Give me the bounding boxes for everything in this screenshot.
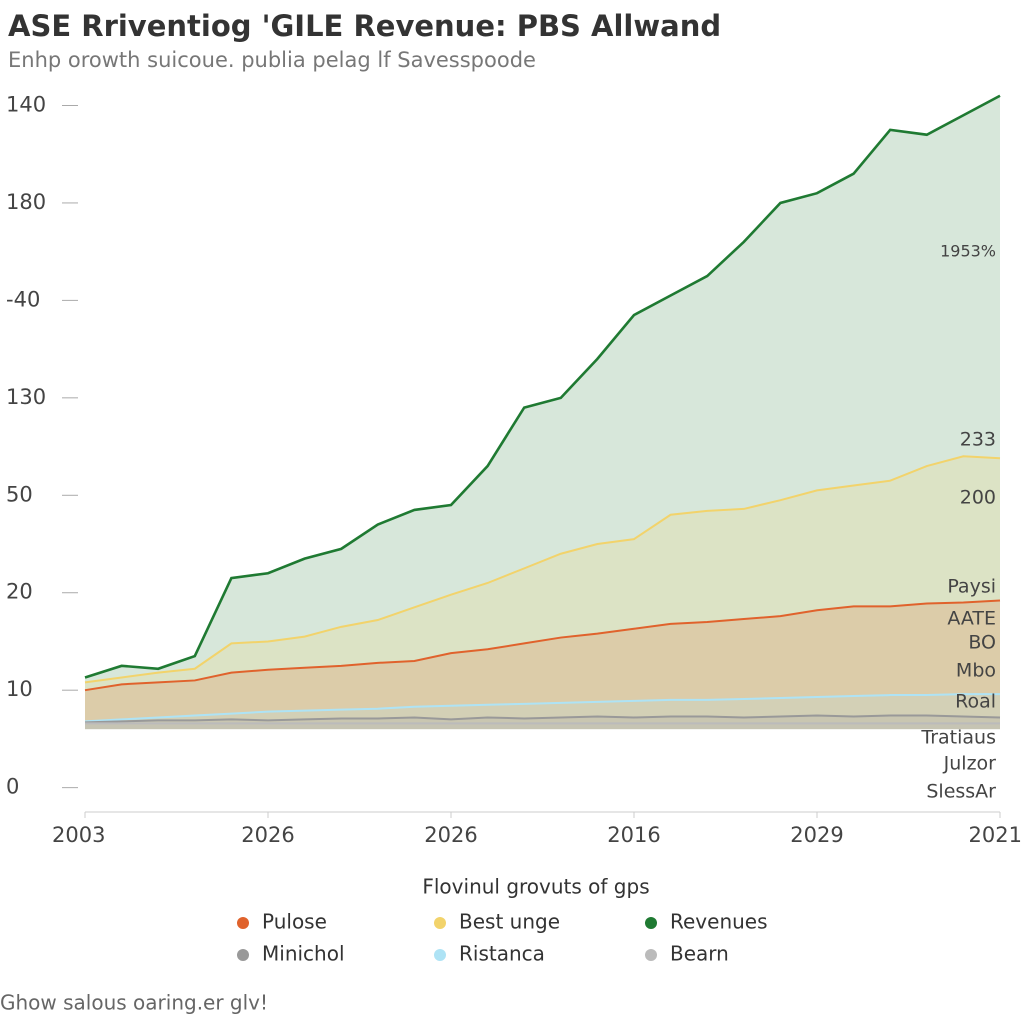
annotation: 1953% <box>940 242 996 261</box>
y-tick-label: -40 <box>6 287 40 311</box>
series-area <box>85 723 1000 730</box>
legend-label: Best unge <box>459 910 560 934</box>
series-line <box>84 599 1001 692</box>
y-tick-label: 140 <box>6 92 46 116</box>
series-area <box>85 600 1000 730</box>
legend-label: Ristanca <box>459 942 545 966</box>
y-tick-label: 10 <box>6 677 33 701</box>
annotation: 200 <box>960 487 996 509</box>
annotation: Mbo <box>956 660 996 682</box>
legend-marker <box>645 917 657 929</box>
annotation: SlessAr <box>926 781 996 803</box>
x-tick-label: 2026 <box>241 823 294 847</box>
legend-marker <box>645 949 657 961</box>
legend-marker <box>237 949 249 961</box>
chart-title: ASE Rriventiog 'GILE Revenue: PBS Allwan… <box>8 9 721 43</box>
annotation: BO <box>968 632 996 654</box>
legend-marker <box>434 949 446 961</box>
legend-marker <box>434 917 446 929</box>
x-tick-label: 2021 <box>969 823 1022 847</box>
chart-subtitle: Enhp orowth suicoue. publia pelag lf Sav… <box>8 48 536 72</box>
series-area <box>85 456 1000 730</box>
legend-label: Pulose <box>262 910 327 934</box>
series-line <box>84 693 1000 723</box>
y-tick-label: 0 <box>6 775 19 799</box>
series-area <box>85 694 1000 730</box>
x-tick-label: 2003 <box>52 823 105 847</box>
legend-label: Bearn <box>670 942 729 966</box>
footer: Ghow salous oaring.er glv! <box>0 991 268 1015</box>
annotation: Roal <box>955 691 996 713</box>
series-line <box>84 94 1001 679</box>
y-tick-label: 50 <box>6 482 33 506</box>
annotation: Julzor <box>943 753 997 775</box>
x-tick-label: 2029 <box>790 823 843 847</box>
annotation: 233 <box>960 429 996 451</box>
legend-marker <box>237 917 249 929</box>
annotation: Tratiaus <box>920 727 996 749</box>
y-tick-label: 20 <box>6 580 33 604</box>
series-line <box>84 455 1001 684</box>
annotation: Paysi <box>947 576 996 598</box>
x-axis-title: Flovinul grovuts of gps <box>422 875 649 899</box>
y-tick-label: 130 <box>6 385 46 409</box>
series-line <box>84 714 1001 724</box>
annotation: AATE <box>947 608 996 630</box>
x-tick-label: 2026 <box>424 823 477 847</box>
series-area <box>85 95 1000 730</box>
y-tick-label: 180 <box>6 190 46 214</box>
x-tick-label: 2016 <box>607 823 660 847</box>
legend-label: Revenues <box>670 910 768 934</box>
legend-label: Minichol <box>262 942 345 966</box>
